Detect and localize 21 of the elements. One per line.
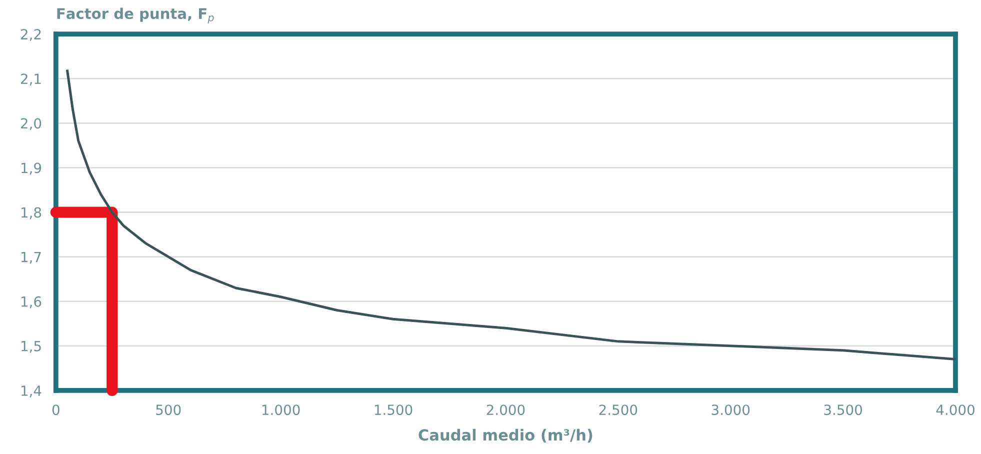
x-tick-label: 3.500 <box>824 404 862 416</box>
y-axis-title: Factor de punta, F$_{p}$ <box>57 8 214 24</box>
x-tick-label: 3.000 <box>712 404 750 416</box>
x-tick-label: 1.500 <box>374 404 412 416</box>
y-tick-label: 1,6 <box>21 296 42 308</box>
y-tick-label: 1,7 <box>21 252 41 264</box>
y-tick-label: 1,5 <box>21 341 41 353</box>
x-tick-label: 0 <box>52 404 60 416</box>
x-axis-title: Caudal medio (m³/h) <box>418 428 592 443</box>
y-tick-label: 1,8 <box>21 207 42 220</box>
y-tick-label: 2,2 <box>20 29 41 41</box>
x-tick-label: 2.500 <box>599 404 638 416</box>
line-series <box>66 68 957 361</box>
y-tick-label: 2,0 <box>20 118 42 130</box>
y-tick-label: 1,9 <box>21 162 42 175</box>
x-tick-label: 2.000 <box>486 404 525 416</box>
x-tick-label: 1.000 <box>262 404 300 416</box>
y-tick-label: 2,1 <box>20 74 41 86</box>
x-tick-label: 4.000 <box>936 404 974 416</box>
x-tick-label: 500 <box>156 404 181 416</box>
y-tick-label: 1,4 <box>21 386 42 398</box>
